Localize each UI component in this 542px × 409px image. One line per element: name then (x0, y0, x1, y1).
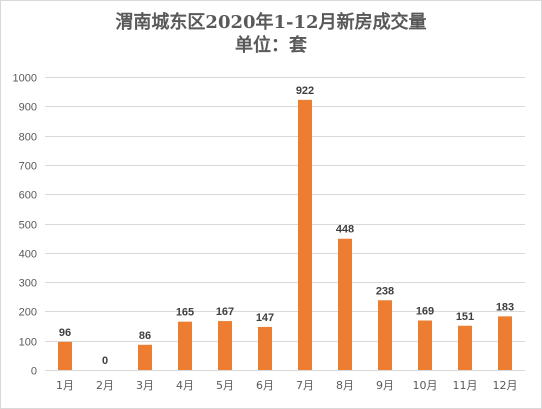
bar (218, 321, 232, 370)
y-tick-label: 900 (19, 102, 37, 114)
y-tick-label: 100 (19, 337, 37, 349)
bar (458, 325, 472, 370)
bar (138, 344, 152, 370)
x-tick-label: 3月 (136, 379, 154, 392)
y-tick-label: 200 (19, 307, 37, 319)
x-tick-label: 10月 (413, 379, 438, 392)
y-tick-label: 300 (19, 278, 37, 290)
bar (298, 99, 312, 370)
y-tick-label: 600 (19, 190, 37, 202)
y-tick-label: 500 (19, 220, 37, 232)
bar (58, 341, 72, 370)
data-label: 922 (296, 85, 314, 97)
x-tick-label: 2月 (96, 379, 114, 392)
x-tick-label: 11月 (453, 379, 478, 392)
bar (378, 300, 392, 370)
chart-subtitle: 单位：套 (235, 35, 307, 56)
chart-title: 渭南城东区2020年1-12月新房成交量 (115, 12, 427, 33)
x-tick-label: 6月 (256, 379, 274, 392)
bar (258, 326, 272, 370)
data-label: 86 (139, 330, 151, 342)
x-tick-label: 1月 (56, 379, 74, 392)
bar (338, 238, 352, 370)
y-axis-ticks: 0 100 200 300 400 500 600 700 800 900 1000 (13, 73, 37, 378)
data-label: 165 (176, 307, 194, 319)
x-tick-label: 7月 (296, 379, 314, 392)
y-tick-label: 800 (19, 132, 37, 144)
y-tick-label: 400 (19, 249, 37, 261)
gridlines (45, 77, 525, 371)
x-tick-label: 5月 (216, 379, 234, 392)
data-label: 147 (256, 312, 274, 324)
y-tick-label: 1000 (13, 73, 37, 85)
data-label: 238 (376, 285, 394, 297)
x-axis-ticks: 1月 2月 3月 4月 5月 6月 7月 8月 9月 10月 11月 12月 (56, 379, 518, 392)
data-label: 183 (496, 301, 514, 313)
y-tick-label: 0 (31, 366, 37, 378)
data-label: 96 (59, 327, 71, 339)
bar (498, 316, 512, 370)
data-label: 169 (416, 305, 434, 317)
x-tick-label: 12月 (493, 379, 518, 392)
y-tick-label: 700 (19, 161, 37, 173)
bars (58, 99, 512, 370)
bar (178, 321, 192, 370)
x-tick-label: 9月 (376, 379, 394, 392)
bar (418, 320, 432, 370)
x-tick-label: 4月 (176, 379, 194, 392)
data-label: 151 (456, 311, 474, 323)
data-label: 0 (102, 355, 108, 367)
x-tick-label: 8月 (336, 379, 354, 392)
data-label: 448 (336, 224, 354, 236)
data-labels: 96 0 86 165 167 147 922 448 238 169 151 183 (59, 85, 514, 367)
data-label: 167 (216, 306, 234, 318)
